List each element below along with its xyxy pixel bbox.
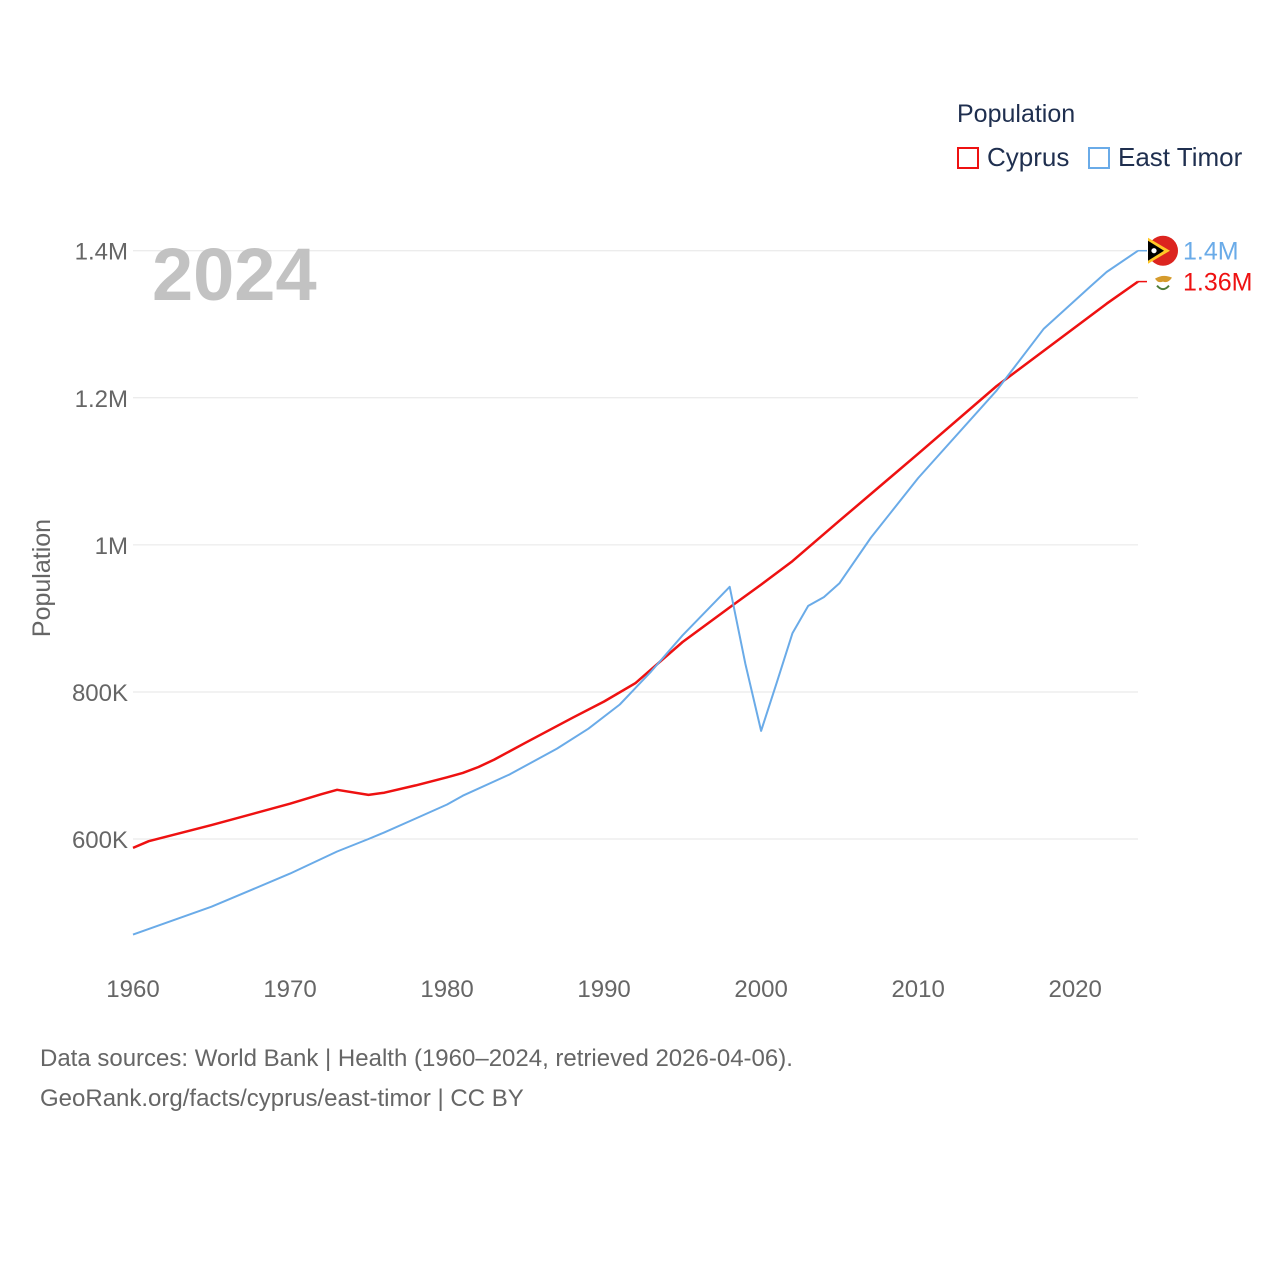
y-tick-label: 1M: [95, 533, 128, 560]
legend-label-cyprus: Cyprus: [987, 142, 1070, 172]
cyprus-flag-branches: [1156, 284, 1170, 291]
x-tick-label: 2010: [891, 976, 944, 1003]
y-tick-label: 800K: [72, 680, 128, 707]
x-tick-label: 2020: [1048, 976, 1101, 1003]
end-label-east-timor: 1.4M: [1183, 238, 1239, 266]
footer-sources: Data sources: World Bank | Health (1960–…: [40, 1045, 793, 1072]
series-line-east-timor[interactable]: [132, 249, 1139, 936]
series-end-markers: 1.36M 1.4M: [1138, 235, 1252, 297]
x-tick-label: 1980: [420, 976, 473, 1003]
footer-attribution[interactable]: GeoRank.org/facts/cyprus/east-timor | CC…: [40, 1085, 524, 1112]
y-tick-label: 600K: [72, 827, 128, 854]
legend-item-cyprus[interactable]: Cyprus: [957, 142, 1069, 173]
cyprus-flag-island: [1155, 275, 1172, 283]
y-axis-ticks: 600K 800K 1M 1.2M 1.4M: [72, 239, 128, 854]
legend-label-east-timor: East Timor: [1118, 142, 1243, 172]
legend-swatch-cyprus: [957, 146, 979, 169]
series-line-cyprus[interactable]: [132, 280, 1139, 850]
x-axis-ticks: 1960 1970 1980 1990 2000 2010 2020: [106, 976, 1102, 1003]
series-lines: [132, 249, 1139, 936]
legend-title: Population: [957, 100, 1076, 128]
end-label-cyprus: 1.36M: [1183, 269, 1252, 297]
x-tick-label: 1960: [106, 976, 159, 1003]
y-tick-label: 1.4M: [75, 239, 128, 266]
y-tick-label: 1.2M: [75, 386, 128, 413]
x-tick-label: 2000: [734, 976, 787, 1003]
y-axis-label: Population: [28, 519, 56, 637]
east-timor-flag-icon: [1148, 235, 1178, 266]
x-tick-label: 1970: [263, 976, 316, 1003]
gridlines: [133, 250, 1138, 840]
x-tick-label: 1990: [577, 976, 630, 1003]
year-watermark: 2024: [152, 233, 317, 316]
legend-swatch-east-timor: [1088, 146, 1110, 169]
legend-item-east-timor[interactable]: East Timor: [1088, 142, 1242, 173]
cyprus-flag-icon: [1149, 267, 1177, 296]
east-timor-flag-star: [1151, 248, 1157, 254]
